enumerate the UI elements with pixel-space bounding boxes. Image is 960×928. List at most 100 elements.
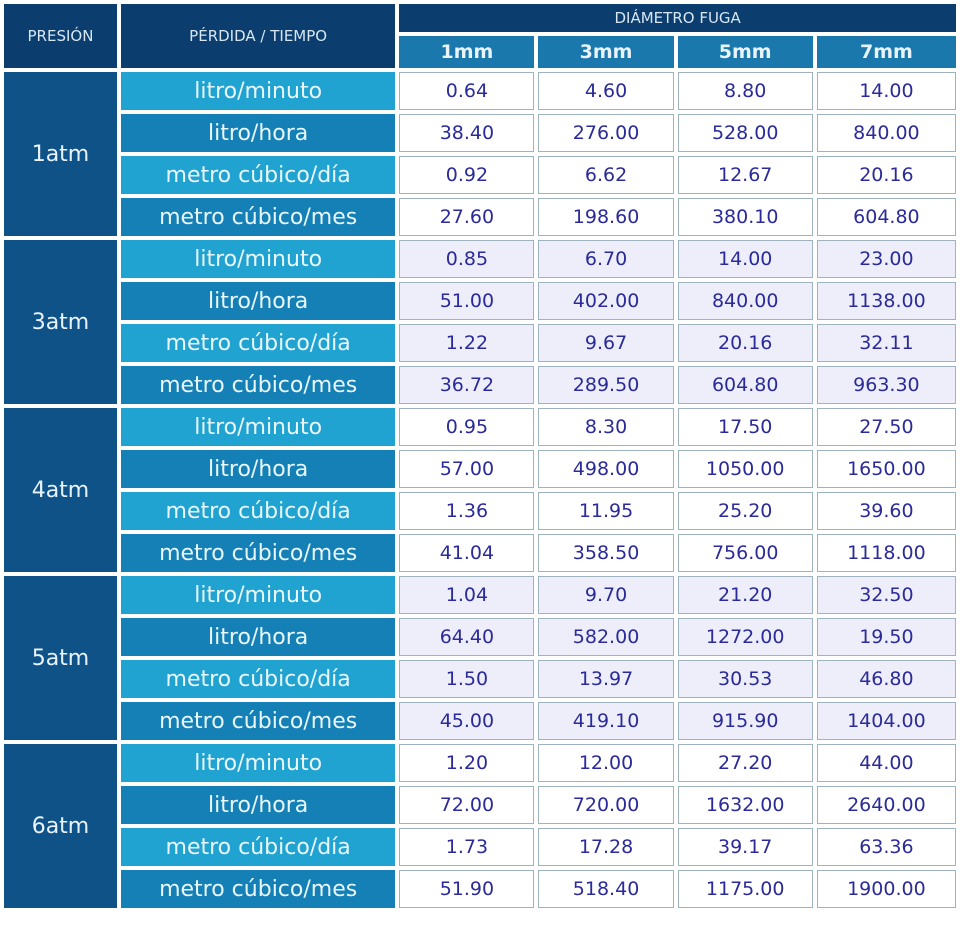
table-row: 3atm litro/minuto 0.85 6.70 14.00 23.00	[4, 240, 956, 404]
value-cell: 64.40	[399, 618, 535, 656]
value-cell: 72.00	[399, 786, 535, 824]
table-row: 6atm litro/minuto 1.20 12.00 27.20 44.00	[4, 744, 956, 908]
value-cell: 1272.00	[677, 618, 813, 656]
pressure-cell: 5atm	[4, 576, 117, 740]
header-diametro-fuga: DIÁMETRO FUGA	[399, 4, 956, 32]
unit-label-cell: metro cúbico/día	[120, 660, 396, 698]
value-cell: 41.04	[399, 534, 535, 572]
value-cell: 915.90	[677, 702, 813, 740]
unit-label-cell: metro cúbico/mes	[120, 702, 396, 740]
value-cell: 32.11	[816, 324, 956, 362]
unit-label-cell: litro/hora	[120, 114, 396, 152]
value-cell: 756.00	[677, 534, 813, 572]
value-cell: 25.20	[677, 492, 813, 530]
header-perdida-tiempo: PÉRDIDA / TIEMPO	[120, 4, 396, 68]
value-cell: 1.22	[399, 324, 535, 362]
header-presion: PRESIÓN	[4, 4, 117, 68]
value-cell: 289.50	[538, 366, 674, 404]
value-cell: 1900.00	[816, 870, 956, 908]
unit-label-cell: metro cúbico/día	[120, 156, 396, 194]
unit-label-cell: metro cúbico/mes	[120, 870, 396, 908]
table-row: metro cúbico/día 1.22 9.67 20.16 32.11	[4, 324, 956, 362]
value-cell: 358.50	[538, 534, 674, 572]
value-cell: 17.50	[677, 408, 813, 446]
unit-label-cell: litro/minuto	[120, 744, 396, 782]
value-cell: 840.00	[816, 114, 956, 152]
table-row: litro/hora 57.00 498.00 1050.00 1650.00	[4, 450, 956, 488]
value-cell: 402.00	[538, 282, 674, 320]
value-cell: 198.60	[538, 198, 674, 236]
value-cell: 20.16	[677, 324, 813, 362]
value-cell: 27.20	[677, 744, 813, 782]
value-cell: 51.90	[399, 870, 535, 908]
unit-label-cell: metro cúbico/mes	[120, 366, 396, 404]
unit-label-cell: metro cúbico/día	[120, 324, 396, 362]
table-row: metro cúbico/mes 27.60 198.60 380.10 604.80	[4, 198, 956, 236]
table-row: litro/hora 72.00 720.00 1632.00 2640.00	[4, 786, 956, 824]
value-cell: 8.30	[538, 408, 674, 446]
table-row: metro cúbico/mes 45.00 419.10 915.90 1404.00	[4, 702, 956, 740]
value-cell: 57.00	[399, 450, 535, 488]
table-row: metro cúbico/día 1.50 13.97 30.53 46.80	[4, 660, 956, 698]
unit-label-cell: litro/hora	[120, 786, 396, 824]
value-cell: 604.80	[816, 198, 956, 236]
value-cell: 963.30	[816, 366, 956, 404]
value-cell: 419.10	[538, 702, 674, 740]
value-cell: 12.67	[677, 156, 813, 194]
value-cell: 14.00	[677, 240, 813, 278]
value-cell: 720.00	[538, 786, 674, 824]
value-cell: 1650.00	[816, 450, 956, 488]
value-cell: 9.67	[538, 324, 674, 362]
value-cell: 27.60	[399, 198, 535, 236]
table-row: litro/hora 51.00 402.00 840.00 1138.00	[4, 282, 956, 320]
unit-label-cell: metro cúbico/mes	[120, 534, 396, 572]
value-cell: 6.62	[538, 156, 674, 194]
value-cell: 1404.00	[816, 702, 956, 740]
value-cell: 4.60	[538, 72, 674, 110]
pressure-cell: 6atm	[4, 744, 117, 908]
table-body: 1atm litro/minuto 0.64 4.60 8.80 14.00 litro/h…	[4, 72, 956, 908]
value-cell: 582.00	[538, 618, 674, 656]
unit-label-cell: litro/hora	[120, 618, 396, 656]
table-row: metro cúbico/mes 51.90 518.40 1175.00 1900.0…	[4, 870, 956, 908]
value-cell: 6.70	[538, 240, 674, 278]
value-cell: 1.50	[399, 660, 535, 698]
value-cell: 63.36	[816, 828, 956, 866]
value-cell: 39.17	[677, 828, 813, 866]
value-cell: 1.73	[399, 828, 535, 866]
table-row: metro cúbico/mes 36.72 289.50 604.80 963.30	[4, 366, 956, 404]
value-cell: 380.10	[677, 198, 813, 236]
value-cell: 0.95	[399, 408, 535, 446]
header-diameter: 5mm	[677, 36, 813, 68]
pressure-cell: 3atm	[4, 240, 117, 404]
table-row: 1atm litro/minuto 0.64 4.60 8.80 14.00	[4, 72, 956, 236]
value-cell: 8.80	[677, 72, 813, 110]
unit-label-cell: litro/minuto	[120, 408, 396, 446]
value-cell: 1138.00	[816, 282, 956, 320]
value-cell: 1118.00	[816, 534, 956, 572]
value-cell: 32.50	[816, 576, 956, 614]
unit-label-cell: litro/minuto	[120, 576, 396, 614]
value-cell: 46.80	[816, 660, 956, 698]
pressure-cell: 1atm	[4, 72, 117, 236]
table-row: metro cúbico/día 1.36 11.95 25.20 39.60	[4, 492, 956, 530]
unit-label-cell: metro cúbico/día	[120, 828, 396, 866]
value-cell: 45.00	[399, 702, 535, 740]
value-cell: 604.80	[677, 366, 813, 404]
pressure-cell: 4atm	[4, 408, 117, 572]
value-cell: 528.00	[677, 114, 813, 152]
table-row: metro cúbico/día 0.92 6.62 12.67 20.16	[4, 156, 956, 194]
value-cell: 498.00	[538, 450, 674, 488]
value-cell: 1632.00	[677, 786, 813, 824]
value-cell: 276.00	[538, 114, 674, 152]
value-cell: 1.36	[399, 492, 535, 530]
table-row: litro/hora 38.40 276.00 528.00 840.00	[4, 114, 956, 152]
value-cell: 11.95	[538, 492, 674, 530]
value-cell: 36.72	[399, 366, 535, 404]
value-cell: 23.00	[816, 240, 956, 278]
value-cell: 9.70	[538, 576, 674, 614]
value-cell: 14.00	[816, 72, 956, 110]
value-cell: 27.50	[816, 408, 956, 446]
unit-label-cell: litro/hora	[120, 282, 396, 320]
